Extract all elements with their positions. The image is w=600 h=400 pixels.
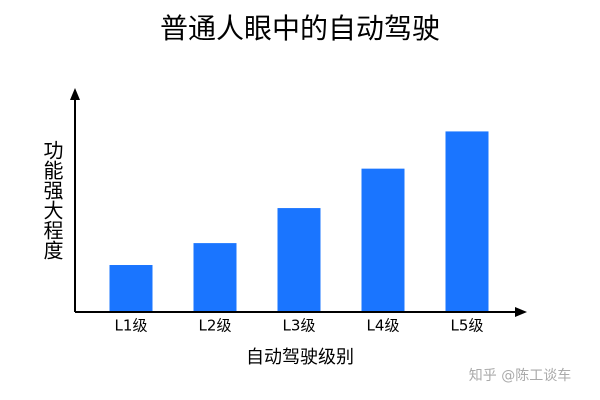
- x-tick-label: L3级: [283, 317, 316, 335]
- y-axis-arrow: [70, 88, 80, 100]
- y-axis-label: 功能强大程度: [40, 140, 64, 260]
- bar: [445, 131, 489, 311]
- watermark: 知乎 @陈工谈车: [469, 367, 571, 384]
- x-tick-label: L2级: [199, 317, 232, 335]
- x-tick-label: L1级: [115, 317, 148, 335]
- x-tick-label: L4级: [367, 317, 400, 335]
- chart-title: 普通人眼中的自动驾驶: [160, 12, 440, 45]
- bar: [361, 168, 405, 311]
- bar: [193, 243, 237, 311]
- x-axis-arrow: [515, 307, 527, 317]
- x-tick-label: L5级: [451, 317, 484, 335]
- x-axis-label: 自动驾驶级别: [246, 347, 354, 368]
- bar: [109, 265, 153, 311]
- bar: [277, 208, 321, 311]
